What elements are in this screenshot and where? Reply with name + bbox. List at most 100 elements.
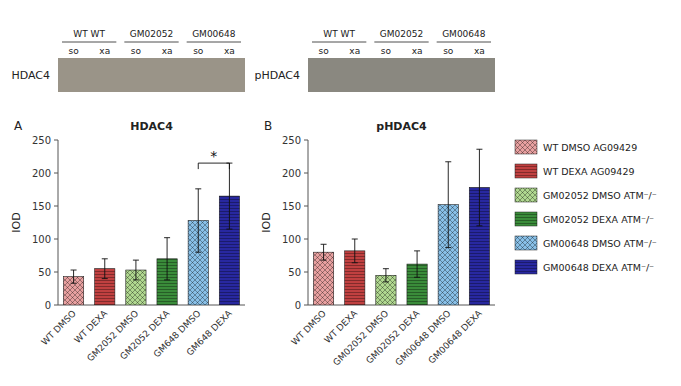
blot-label: HDAC4 [11,69,50,82]
chart-title: HDAC4 [130,120,173,133]
x-axis-line [308,305,495,306]
x-tick-label: GM00648 DEXA [426,308,484,366]
error-bar-cap [102,258,108,259]
error-bar [71,270,77,283]
legend-swatch-hatch [515,236,537,250]
panel-label: B [264,119,272,133]
y-tick [54,173,58,174]
blot-background [308,58,495,92]
legend-swatch [515,164,537,178]
y-tick-label: 250 [282,135,301,146]
legend-label: GM00648 DMSO ATM⁻/⁻ [543,238,657,249]
blot-group-label: GM00648 [442,29,486,39]
blot-lane-label: xa [474,46,485,56]
legend-swatch-hatch [515,164,537,178]
x-tick-label: GM648 DEXA [185,308,235,358]
error-bar-cap [445,247,451,248]
error-bar [445,162,451,248]
legend-label: WT DEXA AG09429 [543,166,634,177]
y-axis-label: IOD [260,212,273,232]
error-bar [352,239,358,263]
bars [63,163,239,305]
y-tick [54,140,58,141]
y-tick-label: 200 [282,168,301,179]
error-bar [195,189,201,252]
y-tick-label: 50 [288,267,301,278]
y-tick-label: 150 [32,201,51,212]
legend-label: GM00648 DEXA ATM⁻/⁻ [543,262,654,273]
y-axis-line [58,140,59,305]
x-tick-label: GM02052 DMSO [331,308,390,367]
error-bar [321,244,327,260]
error-bar-stem [167,238,168,280]
blot-lane-label: so [131,46,142,56]
blot-group-underline [187,42,241,43]
x-tick-label: GM02052 DEXA [364,308,422,366]
error-bar [383,269,389,282]
chart-title: pHDAC4 [376,120,427,133]
x-axis-line [58,305,245,306]
y-tick [304,206,308,207]
error-bar [476,149,482,226]
error-bar-cap [445,161,451,162]
legend-label: GM02052 DMSO ATM⁻/⁻ [543,190,657,201]
blot-group-label: WT WT [323,29,355,39]
blot-panel: soxasoxasoxaWT WTGM02052GM00648HDAC4 [11,29,245,92]
legend-swatch-hatch [515,260,537,274]
blot-group-underline [374,42,428,43]
legend-swatch-hatch [515,140,537,154]
error-bar-cap [383,268,389,269]
y-tick-label: 50 [38,267,51,278]
blot-lane-label: so [443,46,454,56]
y-tick-label: 0 [295,300,301,311]
blot-group-underline [124,42,178,43]
y-tick [54,206,58,207]
error-bar [133,260,139,280]
blot-group-underline [437,42,491,43]
error-bar-cap [102,278,108,279]
y-tick-label: 200 [32,168,51,179]
blot-lane-label: xa [349,46,360,56]
legend-swatch-hatch [515,188,537,202]
y-tick [304,173,308,174]
error-bar-cap [195,252,201,253]
x-tick-label: WT DMSO [39,308,78,347]
blot-group-label: WT WT [73,29,105,39]
legend: WT DMSO AG09429WT DEXA AG09429GM02052 DM… [515,140,657,274]
error-bar-cap [476,225,482,226]
blot-lane-label: xa [224,46,235,56]
error-bar-stem [448,162,449,248]
error-bar-cap [71,283,77,284]
y-tick [54,305,58,306]
error-bar [102,259,108,279]
error-bar-stem [198,189,199,252]
error-bar [164,238,170,280]
legend-swatch [515,140,537,154]
blot-group-label: GM02052 [380,29,423,39]
error-bar-stem [354,239,355,263]
figure: soxasoxasoxaWT WTGM02052GM00648HDAC40501… [0,0,681,386]
y-tick [304,239,308,240]
error-bar-cap [164,279,170,280]
error-bar-stem [229,163,230,229]
error-bar-cap [321,260,327,261]
blot-label: pHDAC4 [254,69,300,82]
y-tick [304,305,308,306]
blot-background [58,58,245,92]
blot-lane-label: xa [412,46,423,56]
blot-lane-label: xa [99,46,110,56]
blot-panel: soxasoxasoxaWT WTGM02052GM00648pHDAC4 [254,29,495,92]
legend-swatch [515,236,537,250]
error-bar-stem [479,149,480,226]
error-bar-cap [352,239,358,240]
legend-swatch-hatch [515,212,537,226]
error-bar [226,163,232,229]
legend-swatch [515,212,537,226]
y-tick-label: 100 [282,234,301,245]
y-tick-label: 250 [32,135,51,146]
blot-group-underline [62,42,116,43]
error-bar-cap [226,229,232,230]
legend-label: GM02052 DEXA ATM⁻/⁻ [543,214,654,225]
y-tick-label: 0 [45,300,51,311]
error-bar-stem [73,270,74,283]
